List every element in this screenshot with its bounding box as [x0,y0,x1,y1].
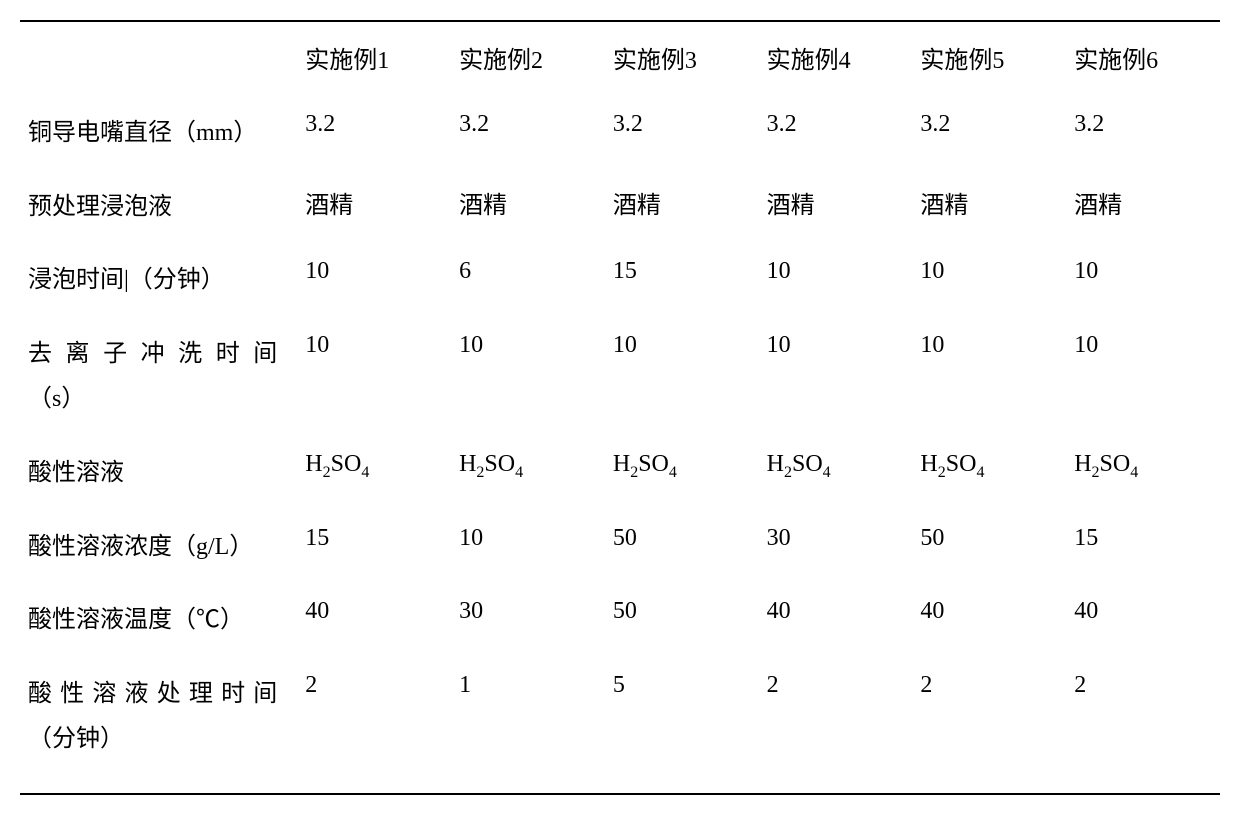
cell-value: H2SO4 [297,437,451,511]
chemical-formula: H2SO4 [613,451,677,477]
cell-value: H2SO4 [1066,437,1220,511]
header-col-1: 实施例1 [297,22,451,97]
table-body: 铜导电嘴直径（mm） 3.2 3.2 3.2 3.2 3.2 3.2 预处理浸泡… [20,97,1220,793]
cell-value: 3.2 [605,97,759,171]
table-row: 酸性溶液处理时间 （分钟） 2 1 5 2 2 2 [20,658,1220,793]
cell-value: 3.2 [759,97,913,171]
chemical-formula: H2SO4 [1074,451,1138,477]
cell-value: 10 [605,318,759,437]
cell-value: 50 [605,511,759,585]
row-label-acid-solution: 酸性溶液 [20,437,297,511]
table-row: 铜导电嘴直径（mm） 3.2 3.2 3.2 3.2 3.2 3.2 [20,97,1220,171]
cell-value: 10 [759,244,913,318]
cell-value: 10 [1066,318,1220,437]
cell-value: 3.2 [912,97,1066,171]
cell-value: 酒精 [297,171,451,245]
table-header: 实施例1 实施例2 实施例3 实施例4 实施例5 实施例6 [20,22,1220,97]
row-label-acid-process-time: 酸性溶液处理时间 （分钟） [20,658,297,793]
cell-value: 6 [451,244,605,318]
cell-value: 3.2 [297,97,451,171]
cell-value: 10 [1066,244,1220,318]
cell-value: 酒精 [451,171,605,245]
cell-value: H2SO4 [912,437,1066,511]
label-line2: （s） [28,377,277,423]
cell-value: 2 [297,658,451,793]
cell-value: 10 [451,318,605,437]
cell-value: 酒精 [759,171,913,245]
header-empty [20,22,297,97]
cell-value: 10 [912,318,1066,437]
chemical-formula: H2SO4 [920,451,984,477]
label-line1: 酸性溶液处理时间 [28,672,277,718]
cell-value: 15 [605,244,759,318]
header-col-3: 实施例3 [605,22,759,97]
cell-value: H2SO4 [759,437,913,511]
row-label-acid-concentration: 酸性溶液浓度（g/L） [20,511,297,585]
cell-value: 2 [759,658,913,793]
cell-value: 酒精 [912,171,1066,245]
table-row: 浸泡时间|（分钟） 10 6 15 10 10 10 [20,244,1220,318]
header-col-4: 实施例4 [759,22,913,97]
cell-value: 10 [451,511,605,585]
cell-value: 30 [759,511,913,585]
data-table-container: 实施例1 实施例2 实施例3 实施例4 实施例5 实施例6 铜导电嘴直径（mm）… [20,20,1220,795]
table-row: 酸性溶液浓度（g/L） 15 10 50 30 50 15 [20,511,1220,585]
cell-value: 30 [451,584,605,658]
cell-value: 15 [297,511,451,585]
cell-value: 2 [1066,658,1220,793]
row-label-diameter: 铜导电嘴直径（mm） [20,97,297,171]
chemical-formula: H2SO4 [767,451,831,477]
chemical-formula: H2SO4 [459,451,523,477]
cell-value: 10 [297,244,451,318]
cell-value: 1 [451,658,605,793]
cell-value: 40 [297,584,451,658]
cell-value: 酒精 [605,171,759,245]
header-row: 实施例1 实施例2 实施例3 实施例4 实施例5 实施例6 [20,22,1220,97]
cell-value: H2SO4 [605,437,759,511]
cell-value: 酒精 [1066,171,1220,245]
cell-value: 15 [1066,511,1220,585]
cell-value: 50 [912,511,1066,585]
cell-value: 2 [912,658,1066,793]
table-row: 酸性溶液 H2SO4 H2SO4 H2SO4 H2SO4 H2SO4 H2SO4 [20,437,1220,511]
cell-value: 10 [297,318,451,437]
row-label-acid-temperature: 酸性溶液温度（℃） [20,584,297,658]
header-col-2: 实施例2 [451,22,605,97]
cell-value: H2SO4 [451,437,605,511]
chemical-formula: H2SO4 [305,451,369,477]
table-row: 酸性溶液温度（℃） 40 30 50 40 40 40 [20,584,1220,658]
cell-value: 3.2 [1066,97,1220,171]
header-col-6: 实施例6 [1066,22,1220,97]
row-label-rinse-time: 去离子冲洗时间 （s） [20,318,297,437]
cell-value: 3.2 [451,97,605,171]
cell-value: 5 [605,658,759,793]
data-table: 实施例1 实施例2 实施例3 实施例4 实施例5 实施例6 铜导电嘴直径（mm）… [20,22,1220,793]
table-row: 去离子冲洗时间 （s） 10 10 10 10 10 10 [20,318,1220,437]
cell-value: 50 [605,584,759,658]
cell-value: 40 [912,584,1066,658]
label-line1: 去离子冲洗时间 [28,332,277,378]
row-label-pretreat-liquid: 预处理浸泡液 [20,171,297,245]
cell-value: 10 [759,318,913,437]
row-label-soak-time: 浸泡时间|（分钟） [20,244,297,318]
table-row: 预处理浸泡液 酒精 酒精 酒精 酒精 酒精 酒精 [20,171,1220,245]
label-line2: （分钟） [28,717,277,763]
cell-value: 40 [1066,584,1220,658]
cell-value: 40 [759,584,913,658]
cell-value: 10 [912,244,1066,318]
header-col-5: 实施例5 [912,22,1066,97]
